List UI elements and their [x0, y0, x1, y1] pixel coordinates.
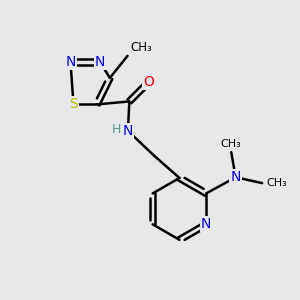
Text: O: O	[143, 75, 154, 89]
Text: CH₃: CH₃	[267, 178, 287, 188]
Text: N: N	[95, 55, 105, 69]
Text: CH₃: CH₃	[130, 41, 152, 54]
Text: N: N	[201, 217, 211, 231]
Text: N: N	[230, 170, 241, 184]
Text: N: N	[65, 55, 76, 69]
Text: CH₃: CH₃	[221, 139, 242, 149]
Text: S: S	[69, 98, 78, 111]
Text: N: N	[123, 124, 133, 138]
Text: H: H	[112, 123, 122, 136]
